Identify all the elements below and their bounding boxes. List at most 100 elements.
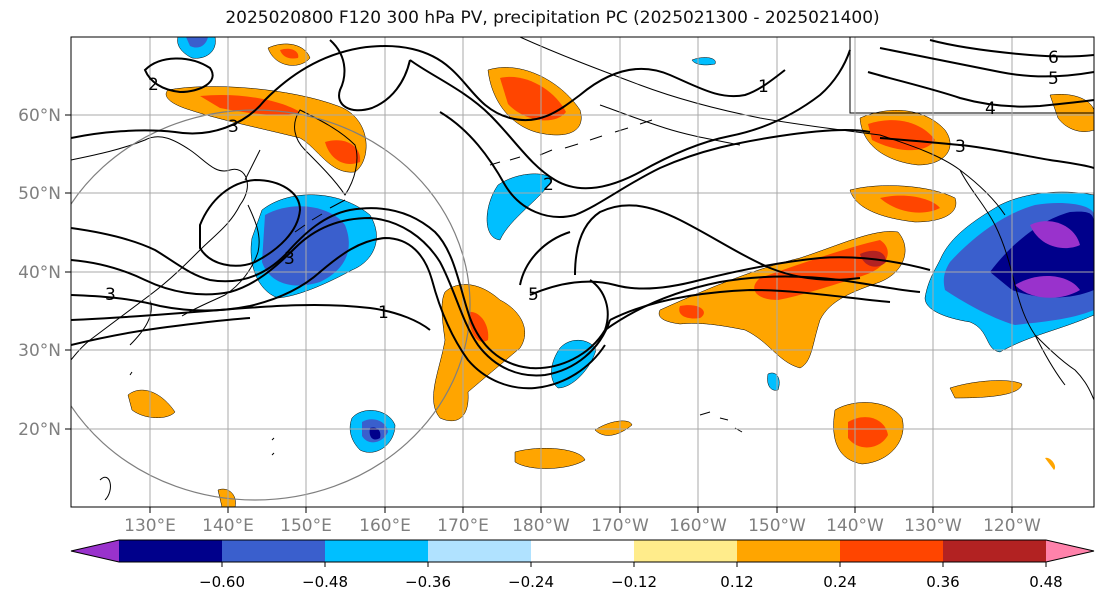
colorbar-tick-label: 0.12: [720, 573, 753, 591]
contour-label: 2: [543, 175, 554, 195]
precip-positive-region: [1045, 457, 1056, 470]
lat-tick-label: 60°N: [18, 106, 61, 126]
pv-contour: [143, 57, 214, 94]
lon-tick-label: 180°W: [512, 516, 570, 536]
pv-contour: [329, 39, 411, 112]
colorbar-tick-label: −0.36: [405, 573, 451, 591]
precip-negative-region: [369, 427, 381, 440]
lat-tick-label: 30°N: [18, 341, 61, 361]
lon-tick-label: 160°W: [669, 516, 727, 536]
precip-positive-region: [200, 94, 300, 115]
contour-label: 1: [378, 303, 389, 323]
colorbar-extend-high: [1046, 540, 1094, 562]
pv-contour: [409, 49, 851, 190]
pv-contour: [879, 47, 1094, 78]
pv-contour: [867, 71, 1094, 108]
lon-tick-label: 150°E: [280, 516, 332, 536]
precip-positive-region: [880, 195, 940, 213]
lon-tick-label: 120°W: [983, 516, 1041, 536]
precip-positive-region: [754, 240, 888, 300]
precip-positive-region: [127, 389, 176, 418]
lon-tick-label: 170°W: [591, 516, 649, 536]
colorbar-tick-label: −0.24: [508, 573, 554, 591]
precip-negative-region: [486, 173, 553, 241]
pv-contour: [604, 275, 921, 331]
precip-positive-region: [433, 284, 525, 422]
contour-label: 5: [1048, 69, 1059, 89]
colorbar-tick-label: 0.36: [926, 573, 959, 591]
colorbar-tick-label: −0.12: [611, 573, 657, 591]
coastlines: [71, 37, 1094, 501]
contour-label: 3: [105, 285, 116, 305]
pv-contour: [71, 236, 606, 390]
precip-negative-region: [186, 37, 208, 48]
colorbar-segment: [737, 540, 841, 562]
pv-contour: [199, 178, 302, 267]
colorbar-tick-label: −0.48: [302, 573, 348, 591]
longitude-ticks: 130°E 140°E 150°E 160°E 170°E 180°W 170°W 160°W…: [124, 507, 1041, 536]
precip-positive-region: [514, 448, 586, 469]
pv-contour: [71, 317, 251, 346]
lon-tick-label: 130°E: [124, 516, 176, 536]
colorbar-segment: [634, 540, 738, 562]
pv-contour: [71, 216, 611, 377]
lon-tick-label: 170°E: [437, 516, 489, 536]
precip-positive-region: [594, 420, 633, 436]
gridlines: [71, 37, 1094, 507]
pv-contour: [929, 39, 1094, 58]
precip-negative-region: [1015, 275, 1080, 298]
contour-label: 3: [284, 249, 295, 269]
contour-label: 3: [955, 137, 966, 157]
precip-negative-region: [1030, 221, 1080, 249]
colorbar-extend-low: [71, 540, 119, 562]
precip-positive-region: [500, 76, 566, 121]
contour-label: 4: [985, 99, 996, 119]
precip-negative-region: [177, 37, 216, 59]
map-title: 2025020800 F120 300 hPa PV, precipitatio…: [225, 8, 880, 28]
precip-positive-region: [165, 86, 367, 173]
contour-label: 5: [528, 285, 539, 305]
lon-tick-label: 140°W: [826, 516, 884, 536]
pv-contour: [71, 45, 786, 139]
map-panel: 1 1 2 2 3 3 3 3 4 5 5 6 60°N 50°N 40°N 30°N…: [18, 36, 1095, 536]
lat-tick-label: 20°N: [18, 420, 61, 440]
lon-tick-label: 150°W: [748, 516, 806, 536]
precip-negative-region: [767, 372, 780, 391]
contour-label: 1: [758, 77, 769, 97]
colorbar-outline: [70, 539, 1095, 563]
lon-tick-label: 130°W: [904, 516, 962, 536]
pv-contour: [529, 256, 931, 296]
colorbar-segment: [531, 540, 635, 562]
lat-tick-label: 40°N: [18, 263, 61, 283]
precip-positive-region: [280, 48, 299, 59]
precip-positive-region: [848, 417, 888, 448]
precip-positive-region: [325, 140, 361, 164]
pv-contour-labels: 1 1 2 2 3 3 3 3 4 5 5 6: [105, 48, 1059, 323]
contour-label: 6: [1048, 48, 1059, 68]
pv-contour: [609, 288, 891, 321]
colorbar-tick-label: 0.24: [823, 573, 856, 591]
colorbar: −0.60 −0.48 −0.36 −0.24 −0.12 0.12 0.24 0.36 0.4…: [70, 539, 1095, 591]
lat-tick-label: 50°N: [18, 184, 61, 204]
pv-contour: [574, 204, 861, 281]
lon-tick-label: 140°E: [202, 516, 254, 536]
precip-positive-region: [868, 120, 935, 151]
contour-label: 2: [148, 75, 159, 95]
pv-contour: [71, 207, 609, 370]
colorbar-tick-label: 0.48: [1029, 573, 1062, 591]
colorbar-segment: [840, 540, 944, 562]
contour-label: 3: [228, 117, 239, 137]
lon-tick-label: 160°E: [359, 516, 411, 536]
colorbar-segment: [943, 540, 1047, 562]
colorbar-tick-label: −0.60: [199, 573, 245, 591]
pv-contour: [879, 137, 1094, 169]
latitude-ticks: 60°N 50°N 40°N 30°N 20°N: [18, 106, 71, 440]
colorbar-segment: [119, 540, 223, 562]
colorbar-segment: [325, 540, 429, 562]
colorbar-segment: [222, 540, 326, 562]
pv-contour: [71, 303, 431, 331]
precip-positive-region: [468, 311, 489, 342]
precip-positive-region: [949, 380, 1023, 399]
colorbar-segment: [428, 540, 532, 562]
